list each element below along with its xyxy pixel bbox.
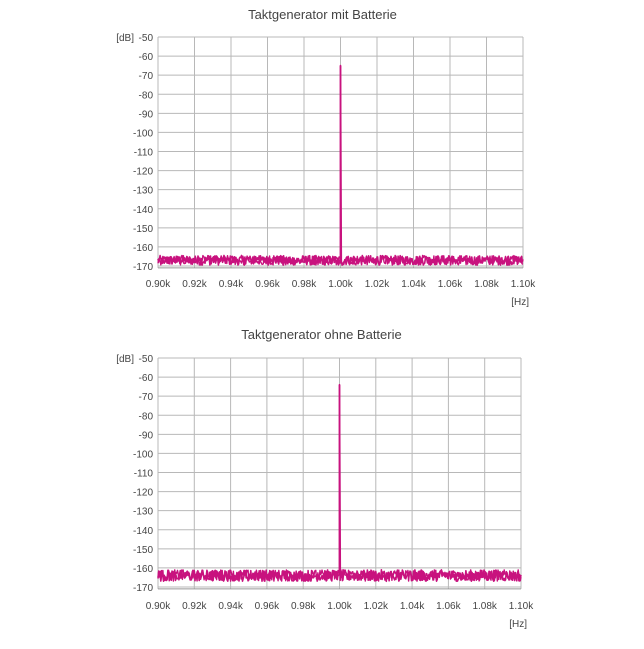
chart2-x-tick-label: 1.04k [400,601,425,612]
chart2-x-tick-label: 1.00k [327,601,352,612]
chart2-x-tick-label: 1.08k [472,601,497,612]
chart2-title: Taktgenerator ohne Batterie [241,327,401,342]
chart2-x-tick-label: 0.90k [146,601,171,612]
chart2-y-tick-label: -150 [133,545,153,556]
chart2-x-tick-label: 0.94k [218,601,243,612]
chart2-x-unit-label: [Hz] [509,619,527,630]
chart1-y-tick-label: -160 [133,243,153,254]
chart1-y-tick-label: -100 [133,128,153,139]
chart2-y-tick-label: -130 [133,507,153,518]
chart1-x-tick-label: 1.00k [328,279,353,290]
chart1-x-tick-label: 0.98k [292,279,317,290]
chart2-y-tick-label: -50 [139,354,154,365]
chart2-y-tick-label: -60 [139,373,154,384]
chart2-x-tick-label: 1.10k [509,601,534,612]
chart2-x-tick-label: 0.98k [291,601,316,612]
chart1-y-tick-label: -110 [134,148,154,159]
chart2-y-tick-label: -80 [139,411,154,422]
chart1-x-unit-label: [Hz] [511,297,529,308]
chart1-x-tick-label: 0.94k [219,279,244,290]
chart2-y-tick-label: -100 [133,449,153,460]
chart1-x-tick-label: 1.06k [438,279,463,290]
chart2-x-tick-label: 0.92k [182,601,207,612]
chart1-x-tick-label: 1.08k [474,279,499,290]
chart1-y-tick-label: -50 [139,33,154,44]
chart2-y-tick-label: -90 [139,430,154,441]
chart2-x-tick-label: 1.02k [364,601,389,612]
chart1-x-tick-label: 1.10k [511,279,536,290]
chart2-series-line [157,383,522,583]
chart1-y-tick-label: -80 [139,90,154,101]
chart1-title: Taktgenerator mit Batterie [248,7,397,22]
chart1-y-tick-label: -90 [139,109,154,120]
chart1-y-tick-label: -170 [133,262,153,273]
chart1-y-unit-label: [dB] [116,33,134,44]
chart2-y-tick-label: -170 [133,583,153,594]
chart2-y-tick-label: -120 [133,488,153,499]
chart2-y-tick-label: -110 [134,469,154,480]
chart1-y-tick-label: -120 [133,167,153,178]
chart1-noise-band [157,254,524,266]
chart2-y-tick-label: -160 [133,564,153,575]
chart1-y-tick-label: -130 [133,186,153,197]
chart1-x-tick-label: 1.02k [365,279,390,290]
chart1-y-tick-label: -150 [133,224,153,235]
chart1-x-tick-label: 0.96k [255,279,280,290]
chart1-x-tick-label: 0.90k [146,279,171,290]
chart2-y-tick-label: -140 [133,526,153,537]
chart1-y-tick-label: -140 [133,205,153,216]
chart2-x-tick-label: 0.96k [255,601,280,612]
chart2-y-unit-label: [dB] [116,354,134,365]
chart1-x-tick-label: 0.92k [182,279,207,290]
chart1-y-tick-label: -60 [139,52,154,63]
chart2-x-tick-label: 1.06k [436,601,461,612]
chart2-y-tick-label: -70 [139,392,154,403]
chart1-x-tick-label: 1.04k [401,279,426,290]
chart1-y-tick-label: -70 [139,71,154,82]
